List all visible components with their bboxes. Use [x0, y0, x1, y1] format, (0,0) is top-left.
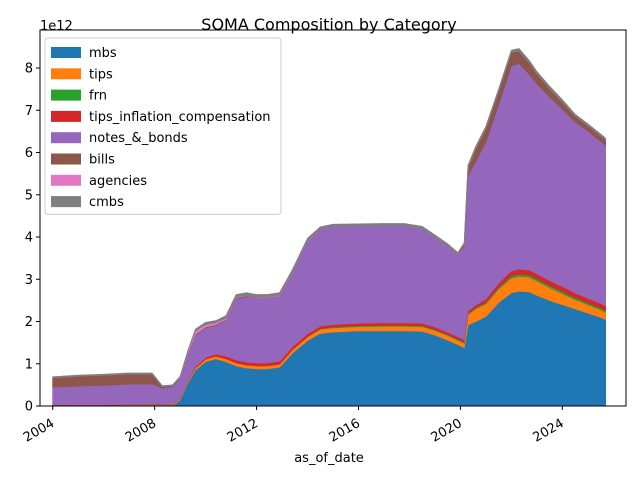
- legend-swatch: [51, 68, 81, 80]
- legend-swatch: [51, 196, 81, 208]
- legend: mbs tips frn tips_inflation_compensationnot…: [44, 37, 282, 215]
- y-tick-label: 4: [25, 231, 33, 246]
- legend-label: cmbs: [89, 195, 124, 210]
- plot-frame: [39, 29, 627, 407]
- chart-title: SOMA Composition by Category: [201, 15, 456, 34]
- y-tick-label: 1: [25, 357, 33, 372]
- legend-swatch: [51, 47, 81, 58]
- legend-label: notes_&_bonds: [89, 131, 188, 146]
- x-tick-label: 2020: [429, 416, 465, 446]
- y-tick-label: 2: [25, 315, 33, 330]
- legend-label: agencies: [89, 174, 147, 189]
- legend-label: mbs: [89, 46, 117, 61]
- y-scale-multiplier: 1e12: [40, 19, 73, 34]
- x-tick-label: 2008: [123, 416, 159, 446]
- legend-swatch: [51, 132, 81, 144]
- legend-label: tips_inflation_compensation: [89, 110, 271, 125]
- y-tick-label: 8: [25, 62, 33, 77]
- y-tick-label: 7: [25, 104, 33, 119]
- legend-label: bills: [89, 153, 115, 168]
- x-axis-label: as_of_date: [294, 451, 364, 466]
- legend-label: frn: [89, 89, 107, 104]
- legend-label: tips: [89, 67, 113, 82]
- area-series-cmbs: [52, 48, 606, 388]
- y-tick-label: 0: [25, 400, 33, 415]
- legend-swatch: [51, 174, 81, 186]
- x-tick-label: 2016: [327, 416, 363, 446]
- x-tick-label: 2004: [21, 416, 57, 446]
- y-tick-label: 6: [25, 146, 33, 161]
- y-tick-label: 5: [25, 188, 33, 203]
- x-tick-label: 2024: [531, 416, 567, 446]
- legend-swatch: [51, 89, 81, 101]
- legend-box: [44, 37, 282, 215]
- legend-swatch: [51, 110, 81, 122]
- legend-swatch: [51, 153, 81, 165]
- area-series-group: [52, 48, 606, 407]
- x-axis: 2004 2008 2012 2016 2020 2024: [21, 406, 567, 446]
- x-tick-label: 2012: [225, 416, 261, 446]
- y-axis: 0 1 2 3 4 5 6 7 8: [25, 62, 40, 415]
- y-tick-label: 3: [25, 273, 33, 288]
